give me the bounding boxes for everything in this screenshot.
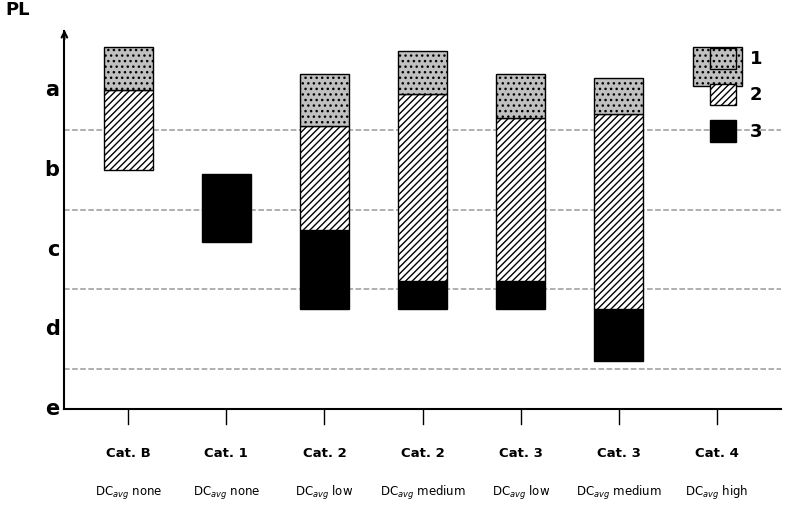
Legend: 1, 2, 3: 1, 2, 3: [703, 41, 769, 149]
Text: Cat. 1: Cat. 1: [204, 447, 248, 459]
Text: DC$_{avg}$ low: DC$_{avg}$ low: [492, 484, 550, 502]
Bar: [202, 174, 251, 242]
Bar: [398, 95, 447, 282]
Bar: [496, 118, 545, 282]
Text: Cat. B: Cat. B: [105, 447, 151, 459]
Bar: [496, 75, 545, 118]
Bar: [594, 309, 643, 361]
Text: Cat. 2: Cat. 2: [303, 447, 346, 459]
Text: Cat. 3: Cat. 3: [499, 447, 543, 459]
Text: Cat. 2: Cat. 2: [401, 447, 444, 459]
Bar: [300, 229, 349, 309]
Text: DC$_{avg}$ none: DC$_{avg}$ none: [94, 484, 162, 501]
Text: Cat. 4: Cat. 4: [696, 447, 739, 459]
Bar: [398, 51, 447, 95]
Text: DC$_{avg}$ medium: DC$_{avg}$ medium: [576, 484, 662, 502]
Bar: [104, 47, 153, 90]
Text: PL: PL: [6, 2, 30, 19]
Bar: [496, 282, 545, 309]
Bar: [398, 282, 447, 309]
Bar: [300, 126, 349, 229]
Text: DC$_{avg}$ none: DC$_{avg}$ none: [192, 484, 260, 501]
Bar: [594, 114, 643, 309]
Bar: [692, 47, 741, 86]
Text: DC$_{avg}$ medium: DC$_{avg}$ medium: [380, 484, 465, 502]
Bar: [594, 78, 643, 114]
Text: DC$_{avg}$ low: DC$_{avg}$ low: [295, 484, 353, 502]
Text: Cat. 3: Cat. 3: [597, 447, 641, 459]
Bar: [104, 90, 153, 170]
Bar: [300, 75, 349, 126]
Text: DC$_{avg}$ high: DC$_{avg}$ high: [685, 484, 749, 502]
